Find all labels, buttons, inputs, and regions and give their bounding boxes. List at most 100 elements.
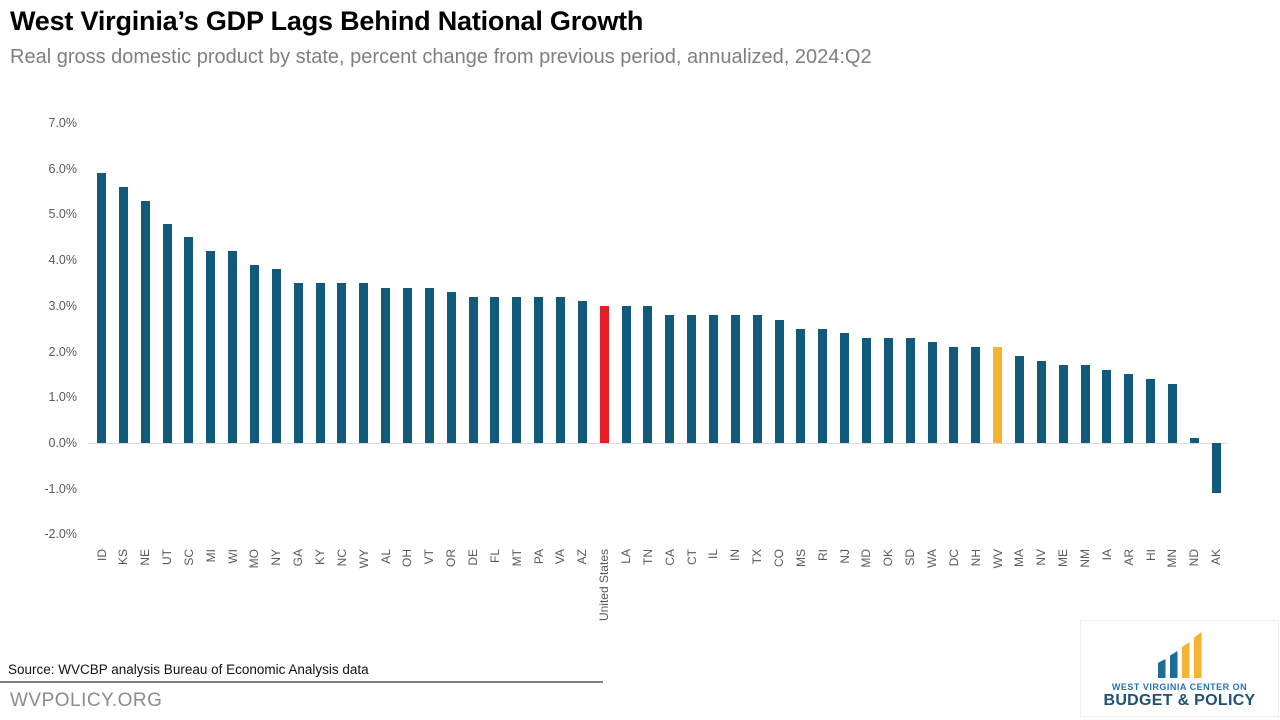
x-axis-label-il: IL	[706, 549, 721, 560]
x-axis-label-mo: MO	[247, 549, 262, 569]
x-axis-label-nm: NM	[1078, 549, 1093, 568]
zero-gridline	[88, 443, 1228, 444]
bar-nc	[337, 283, 347, 443]
bar-wv	[993, 347, 1003, 443]
logo-bar-icon	[1157, 659, 1166, 678]
x-axis-label-vt: VT	[422, 549, 437, 565]
bar-mo	[249, 264, 259, 443]
x-axis-label-ca: CA	[662, 549, 677, 566]
bar-vt	[424, 287, 434, 443]
y-axis-tick-label: 0.0%	[48, 436, 78, 450]
x-axis-label-wi: WI	[225, 549, 240, 564]
bar-de	[468, 296, 478, 443]
x-axis-label-sc: SC	[181, 549, 196, 566]
x-axis-label-oh: OH	[400, 549, 415, 567]
x-axis-label-mn: MN	[1165, 549, 1180, 568]
bar-mn	[1167, 383, 1177, 443]
x-axis-label-sd: SD	[903, 549, 918, 566]
x-axis-label-tx: TX	[750, 549, 765, 565]
bar-co	[774, 319, 784, 443]
y-axis-tick-label: 6.0%	[48, 161, 78, 176]
y-axis-tick-label: 3.0%	[48, 298, 78, 313]
x-axis-label-id: ID	[94, 549, 109, 561]
y-axis-tick-label: 7.0%	[48, 116, 78, 130]
bar-wa	[927, 342, 937, 443]
chart-subtitle: Real gross domestic product by state, pe…	[10, 46, 872, 68]
bar-ma	[1014, 356, 1024, 443]
x-axis-label-me: ME	[1056, 549, 1071, 567]
x-axis-label-or: OR	[444, 549, 459, 567]
y-axis-tick-label: 4.0%	[48, 253, 78, 268]
bar-mt	[512, 296, 522, 443]
logo-org-line1: WEST VIRGINIA CENTER ON	[1111, 682, 1248, 692]
wvcbp-logo: WEST VIRGINIA CENTER ON BUDGET & POLICY	[1080, 620, 1279, 717]
y-axis-tick-label: 5.0%	[48, 207, 78, 222]
x-axis-label-ky: KY	[313, 549, 328, 566]
x-axis-label-wv: WV	[990, 549, 1005, 569]
bar-ri	[818, 328, 828, 443]
source-note: Source: WVCBP analysis Bureau of Economi…	[8, 662, 369, 677]
bar-nj	[840, 333, 850, 443]
x-axis-label-ar: AR	[1121, 549, 1136, 566]
bar-ia	[1102, 369, 1112, 443]
x-axis-label-ga: GA	[291, 549, 306, 567]
bar-ut	[162, 223, 172, 443]
x-axis-label-va: VA	[553, 549, 568, 565]
x-axis-label-nc: NC	[334, 549, 349, 567]
y-axis-tick-label: 1.0%	[48, 390, 78, 405]
bar-mi	[206, 251, 216, 443]
bar-tx	[752, 315, 762, 443]
bar-sc	[184, 237, 194, 443]
bar-in	[730, 315, 740, 443]
logo-bar-icon	[1193, 632, 1202, 678]
bar-ms	[796, 328, 806, 443]
logo-org-line2: BUDGET & POLICY	[1103, 692, 1256, 709]
bar-ca	[665, 315, 675, 443]
x-axis-label-ne: NE	[138, 549, 153, 566]
bar-ct	[687, 315, 697, 443]
chart-title: West Virginia’s GDP Lags Behind National…	[10, 6, 644, 36]
bar-nm	[1080, 365, 1090, 443]
y-axis-tick-label: -2.0%	[44, 527, 77, 542]
bar-va	[555, 296, 565, 443]
x-axis-label-ia: IA	[1099, 549, 1114, 561]
bar-il	[708, 315, 718, 443]
y-axis-tick-label: -1.0%	[44, 481, 77, 496]
bar-ne	[140, 200, 150, 443]
x-axis-label-nv: NV	[1034, 549, 1049, 566]
bar-ak	[1211, 443, 1221, 494]
x-axis-label-in: IN	[728, 549, 743, 561]
x-axis-label-de: DE	[466, 549, 481, 566]
x-axis-label-hi: HI	[1143, 549, 1158, 561]
logo-bar-icon	[1181, 642, 1190, 678]
bar-tn	[643, 305, 653, 443]
bar-la	[621, 305, 631, 443]
x-axis-label-nj: NJ	[837, 549, 852, 564]
y-axis-tick-label: 2.0%	[48, 344, 78, 359]
bar-id	[97, 173, 106, 443]
website-text: WVPOLICY.ORG	[10, 690, 163, 711]
bar-ar	[1124, 374, 1134, 443]
x-axis-label-ri: RI	[815, 549, 830, 561]
x-axis-label-dc: DC	[946, 549, 961, 567]
bar-ok	[883, 337, 893, 443]
x-axis-label-ut: UT	[160, 549, 175, 565]
bar-or	[446, 292, 456, 443]
bar-oh	[402, 287, 412, 443]
x-axis-label-wa: WA	[925, 549, 940, 568]
x-axis-label-united-states: United States	[597, 549, 612, 622]
bar-hi	[1146, 379, 1156, 443]
bar-az	[577, 301, 587, 443]
bar-dc	[949, 347, 959, 443]
x-axis-label-co: CO	[772, 549, 787, 567]
bar-wi	[228, 251, 238, 443]
x-axis-label-nd: ND	[1187, 549, 1202, 567]
bar-wy	[359, 283, 369, 443]
bar-ga	[293, 283, 303, 443]
x-axis-label-al: AL	[378, 549, 393, 564]
logo-bar-icon	[1169, 651, 1178, 678]
bar-nh	[971, 347, 981, 443]
x-axis-label-ma: MA	[1012, 549, 1027, 567]
bar-nd	[1189, 438, 1199, 443]
bar-al	[381, 287, 391, 443]
